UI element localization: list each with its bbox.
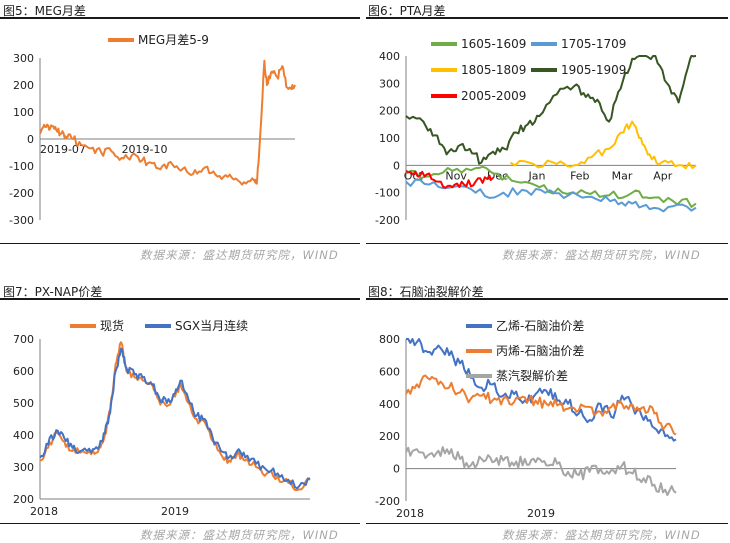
source-rule — [366, 523, 728, 524]
legend-label: 2005-2009 — [461, 89, 526, 103]
chart-title-meg: 图5：MEG月差 — [3, 4, 86, 18]
y-tick-label: -200 — [375, 495, 400, 508]
y-tick-label: 100 — [379, 132, 400, 145]
data-source-label: 数据来源：盛达期货研究院，WIND — [502, 528, 701, 542]
legend-label: 蒸汽裂解价差 — [496, 368, 568, 383]
y-tick-label: 300 — [13, 52, 34, 65]
x-tick-label: Mar — [612, 169, 633, 182]
legend-label: SGX当月连续 — [175, 318, 248, 333]
y-tick-label: 800 — [379, 333, 400, 346]
x-tick-label: 2019-10 — [122, 143, 168, 156]
y-tick-label: 200 — [13, 79, 34, 92]
y-tick-label: 400 — [13, 429, 34, 442]
series-line — [405, 169, 494, 189]
data-source-label: 数据来源：盛达期货研究院，WIND — [140, 248, 339, 262]
chart-title-naphtha-crack: 图8：石脑油裂解价差 — [368, 285, 484, 299]
legend-label: 1805-1809 — [461, 63, 526, 77]
x-tick-label: Feb — [570, 169, 589, 182]
x-tick-label: Jan — [528, 169, 546, 182]
legend-label: 1605-1609 — [461, 37, 526, 51]
series-line — [406, 338, 677, 442]
y-tick-label: -100 — [9, 160, 34, 173]
y-tick-label: 200 — [379, 105, 400, 118]
chart-title-pta: 图6：PTA月差 — [368, 4, 446, 18]
legend-label: 1705-1709 — [561, 37, 626, 51]
source-rule — [0, 523, 360, 524]
y-tick-label: 100 — [13, 106, 34, 119]
series-line — [405, 178, 697, 213]
series-line — [405, 374, 677, 436]
data-source-label: 数据来源：盛达期货研究院，WIND — [502, 248, 701, 262]
y-tick-label: 0 — [393, 463, 400, 476]
y-tick-label: 400 — [379, 50, 400, 63]
y-tick-label: 200 — [379, 430, 400, 443]
source-rule — [366, 243, 728, 244]
x-tick-label: 2019-07 — [40, 143, 86, 156]
x-tick-label: 2019 — [161, 505, 189, 518]
series-line — [39, 347, 311, 490]
x-tick-label: Apr — [653, 169, 673, 182]
legend-label: 1905-1909 — [561, 63, 626, 77]
series-line — [509, 120, 697, 170]
series-line — [39, 59, 296, 186]
x-tick-label: 2018 — [30, 505, 58, 518]
legend-label: 现货 — [100, 318, 124, 333]
chart-title-px-nap: 图7：PX-NAP价差 — [3, 285, 103, 299]
y-tick-label: 500 — [13, 397, 34, 410]
y-tick-label: -100 — [375, 187, 400, 200]
legend-label: 乙烯-石脑油价差 — [496, 319, 584, 333]
meg-spread-chart: 300 200 100 0 -100 -200 -300 2019-07 2019-10 MEG月… — [9, 33, 296, 227]
y-tick-label: -200 — [375, 214, 400, 227]
legend-label: MEG月差5-9 — [138, 33, 209, 47]
y-tick-label: 600 — [379, 365, 400, 378]
y-tick-label: -300 — [9, 214, 34, 227]
title-rule — [0, 298, 360, 300]
y-tick-label: 700 — [13, 333, 34, 346]
data-source-label: 数据来源：盛达期货研究院，WIND — [140, 528, 339, 542]
y-tick-label: -200 — [9, 187, 34, 200]
y-tick-label: 300 — [379, 77, 400, 90]
series-line — [405, 165, 697, 208]
series-line — [39, 341, 311, 491]
series-line — [405, 446, 677, 497]
x-tick-label: 2018 — [396, 507, 424, 520]
x-tick-label: 2019 — [527, 507, 555, 520]
y-tick-label: 300 — [13, 461, 34, 474]
y-tick-label: 0 — [393, 159, 400, 172]
y-tick-label: 600 — [13, 365, 34, 378]
y-tick-label: 400 — [379, 398, 400, 411]
series-line — [405, 55, 696, 165]
y-tick-label: 200 — [13, 493, 34, 506]
legend-label: 丙烯-石脑油价差 — [496, 344, 584, 358]
y-tick-label: 0 — [27, 133, 34, 146]
title-rule — [366, 298, 728, 300]
source-rule — [0, 243, 360, 244]
title-rule — [0, 17, 360, 19]
title-rule — [366, 17, 728, 19]
